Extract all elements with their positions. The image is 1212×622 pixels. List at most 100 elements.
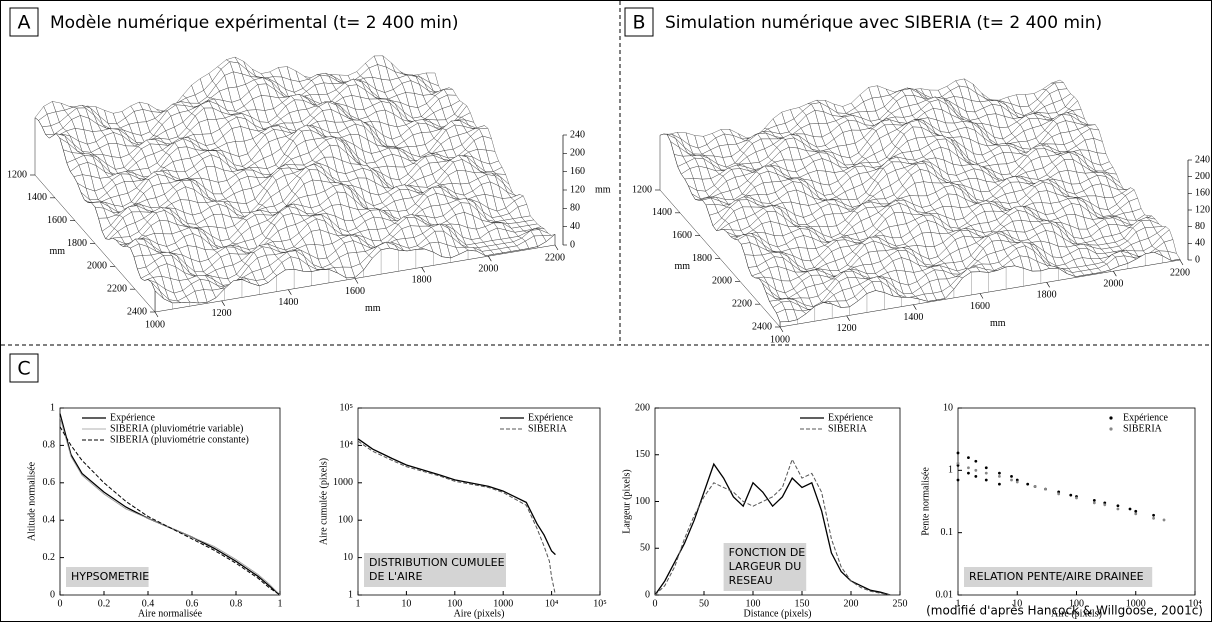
point <box>1162 518 1166 522</box>
x-tick-label: 1000 <box>770 334 790 345</box>
x-tick <box>221 300 225 306</box>
point <box>956 478 960 482</box>
y-tick-label: 150 <box>635 449 650 460</box>
x-tick <box>288 289 292 295</box>
legend-label: SIBERIA (pluviométrie variable) <box>110 423 243 434</box>
x-tick <box>154 311 159 318</box>
point <box>967 466 970 470</box>
point <box>1128 507 1132 511</box>
z-tick-label: 240 <box>570 129 585 140</box>
series-line <box>357 438 556 556</box>
x-tick-label: 1200 <box>212 308 232 319</box>
label-box <box>964 567 1153 587</box>
point <box>1092 498 1096 502</box>
point <box>974 474 978 478</box>
x-axis-label: Aire normalisée <box>138 608 203 619</box>
x-tick-label: 0.2 <box>98 598 111 609</box>
z-tick-label: 200 <box>570 148 585 159</box>
x-tick-label: 0 <box>653 598 658 609</box>
x-tick-label: 10⁴ <box>1188 598 1202 609</box>
x-tick <box>846 315 850 321</box>
x-tick <box>488 256 492 262</box>
y-tick-label: 0.1 <box>941 527 954 538</box>
point <box>1015 478 1019 482</box>
x-tick-label: 1000 <box>1126 598 1146 609</box>
x-tick-label: 2200 <box>1170 267 1190 278</box>
y-tick-label: 50 <box>640 543 650 554</box>
point <box>1015 480 1019 484</box>
z-tick-label: 160 <box>570 166 585 177</box>
series-line <box>357 440 556 596</box>
y-tick-label: 1 <box>348 589 353 600</box>
x-axis-label: Aire (pixels) <box>1051 608 1102 619</box>
x-tick-label: 1 <box>956 598 961 609</box>
terrain-skirt <box>779 251 1181 328</box>
label-box <box>723 543 807 591</box>
x-tick-label: 1000 <box>145 319 165 330</box>
x-tick-label: 100 <box>746 598 761 609</box>
y-tick-label: 0.2 <box>43 552 56 563</box>
point <box>967 471 970 475</box>
x-tick-label: 100 <box>1069 598 1084 609</box>
point <box>956 461 960 465</box>
legend-label: Expérience <box>1123 412 1169 423</box>
y-tick-label: 200 <box>635 402 650 413</box>
x-tick-label: 1800 <box>412 275 432 286</box>
point <box>974 468 978 472</box>
point <box>1010 478 1013 482</box>
y-tick-label: 1400 <box>652 207 672 218</box>
point <box>1152 516 1155 520</box>
point <box>984 478 988 482</box>
panel-letter: A <box>18 12 31 34</box>
point <box>1092 501 1096 505</box>
x-tick-label: 0.6 <box>186 598 199 609</box>
terrain-skirt <box>34 117 156 313</box>
label-box-text: DE L'AIRE <box>369 570 422 583</box>
y-tick-label: 0.01 <box>936 589 954 600</box>
label-box <box>364 553 506 587</box>
legend-label: SIBERIA (pluviométrie constante) <box>110 434 249 445</box>
x-tick <box>1046 282 1050 288</box>
legend-label: Expérience <box>528 412 574 423</box>
y-tick-label: 1 <box>948 465 953 476</box>
x-tick <box>1113 271 1117 277</box>
x-tick-label: 1000 <box>493 598 513 609</box>
point <box>974 459 978 463</box>
point <box>1134 512 1138 516</box>
y-tick-label: 1200 <box>7 169 27 180</box>
x-tick-label: 250 <box>893 598 908 609</box>
legend-marker <box>1109 416 1113 420</box>
y-tick-label: 1400 <box>27 192 47 203</box>
y-tick-label: 2200 <box>107 283 127 294</box>
y-axis-label: Pente normalisée <box>920 467 931 536</box>
point <box>1069 493 1073 497</box>
legend-label: SIBERIA <box>1123 423 1163 434</box>
point <box>1057 492 1061 496</box>
point <box>998 474 1001 478</box>
x-tick-label: 1 <box>278 598 283 609</box>
z-tick-label: 160 <box>1195 188 1210 199</box>
point <box>1103 503 1107 507</box>
y-unit: mm <box>674 261 690 272</box>
point <box>1152 513 1155 517</box>
legend-label: Expérience <box>828 412 874 423</box>
label-box-text: RESEAU <box>729 574 773 587</box>
terrain-mesh <box>34 55 556 304</box>
x-unit: mm <box>990 318 1006 329</box>
x-tick-label: 2000 <box>478 263 498 274</box>
x-tick-label: 1600 <box>345 286 365 297</box>
y-tick-label: 10 <box>343 552 353 563</box>
x-tick-label: 0 <box>58 598 63 609</box>
y-tick-label: 0.8 <box>43 440 56 451</box>
letter-box <box>9 353 39 383</box>
z-tick-label: 0 <box>570 239 575 250</box>
point <box>998 471 1001 475</box>
x-tick <box>421 267 425 273</box>
credit: (modifié d'après Hancock & Willgoose, 20… <box>926 604 1203 618</box>
point <box>1116 504 1120 508</box>
terrain-skirt <box>659 133 781 328</box>
y-tick-label: 0.4 <box>43 514 56 525</box>
z-tick-label: 40 <box>570 221 580 232</box>
y-tick-label: 1200 <box>632 184 652 195</box>
